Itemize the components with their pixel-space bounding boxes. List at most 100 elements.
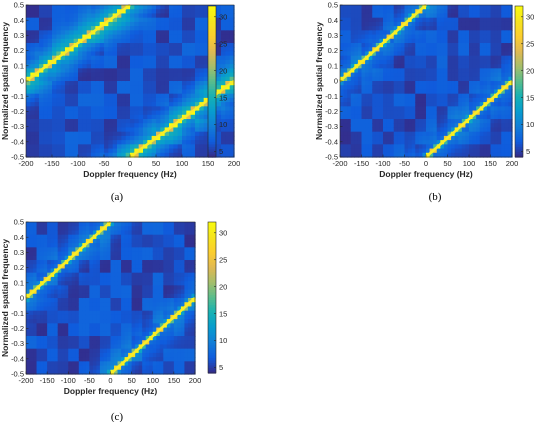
heatmap-cell — [490, 43, 495, 48]
heatmap-cell — [408, 43, 413, 48]
heatmap-cell — [465, 9, 470, 15]
heatmap-cell — [229, 89, 235, 95]
heatmap-cell — [340, 106, 345, 112]
heatmap-cell — [350, 59, 355, 65]
heatmap-cell — [78, 289, 83, 295]
heatmap-cell — [469, 144, 474, 150]
heatmap-cell — [216, 106, 222, 112]
heatmap-cell — [443, 43, 449, 48]
heatmap-cell — [47, 302, 52, 308]
heatmap-cell — [426, 13, 431, 19]
heatmap-cell — [160, 85, 166, 91]
heatmap-cell — [361, 47, 366, 53]
heatmap-cell — [149, 276, 154, 282]
heatmap-cell — [490, 110, 495, 116]
heatmap-cell — [138, 68, 144, 74]
heatmap-cell — [103, 251, 108, 257]
heatmap-cell — [164, 5, 170, 10]
heatmap-cell — [29, 327, 34, 333]
heatmap-cell — [490, 26, 495, 31]
heatmap-cell — [461, 55, 467, 61]
heatmap-cell — [130, 68, 135, 74]
heatmap-cell — [106, 276, 112, 282]
heatmap-cell — [156, 97, 161, 103]
heatmap-cell — [483, 110, 488, 116]
heatmap-cell — [501, 140, 506, 145]
heatmap-cell — [461, 123, 467, 129]
heatmap-cell — [483, 30, 488, 36]
heatmap-cell — [408, 9, 413, 15]
heatmap-cell — [479, 34, 484, 40]
heatmap-cell — [440, 152, 445, 158]
heatmap-cell — [221, 30, 226, 36]
heatmap-cell — [173, 72, 179, 78]
heatmap-cell — [173, 34, 179, 40]
heatmap-cell — [135, 260, 140, 265]
heatmap-cell — [99, 55, 105, 61]
heatmap-cell — [504, 119, 510, 124]
heatmap-cell — [134, 43, 140, 48]
heatmap-cell — [221, 21, 226, 27]
heatmap-cell — [106, 285, 112, 291]
heatmap-cell — [476, 21, 481, 27]
heatmap-cell — [426, 9, 431, 15]
heatmap-cell — [78, 272, 83, 278]
heatmap-cell — [85, 344, 90, 350]
heatmap-cell — [347, 97, 352, 103]
heatmap-cell — [149, 222, 154, 227]
heatmap-cell — [106, 302, 112, 308]
heatmap-cell — [483, 26, 488, 31]
heatmap-cell — [422, 72, 427, 78]
heatmap-cell — [52, 30, 57, 36]
colorbar-swatch — [515, 149, 523, 153]
heatmap-cell — [64, 222, 69, 227]
heatmap-cell — [138, 97, 144, 103]
heatmap-cell — [73, 38, 79, 44]
heatmap-cell — [65, 110, 70, 116]
heatmap-cell — [99, 123, 105, 129]
heatmap-cell — [61, 226, 66, 232]
heatmap-cell — [26, 144, 31, 150]
heatmap-cell — [30, 144, 36, 150]
heatmap-cell — [383, 144, 388, 150]
heatmap-cell — [169, 72, 174, 78]
heatmap-cell — [147, 102, 153, 107]
heatmap-cell — [110, 285, 115, 291]
heatmap-cell — [372, 34, 377, 40]
heatmap-cell — [138, 289, 143, 295]
heatmap-cell — [57, 327, 62, 333]
heatmap-cell — [440, 114, 445, 120]
heatmap-cell — [465, 102, 470, 107]
heatmap-cell — [91, 5, 96, 10]
heatmap-cell — [169, 55, 174, 61]
heatmap-cell — [375, 93, 381, 99]
heatmap-cell — [145, 327, 150, 333]
heatmap-cell — [47, 43, 53, 48]
heatmap-cell — [78, 310, 83, 316]
heatmap-cell — [164, 97, 170, 103]
heatmap-cell — [99, 127, 105, 133]
heatmap-cell — [82, 21, 88, 27]
colorbar-swatch — [208, 36, 216, 40]
heatmap-cell — [443, 89, 449, 95]
heatmap-cell — [350, 114, 355, 120]
heatmap-cell — [60, 68, 66, 74]
heatmap-cell — [92, 285, 98, 291]
heatmap-cell — [422, 106, 427, 112]
heatmap-cell — [182, 144, 187, 150]
heatmap-cell — [494, 72, 499, 78]
heatmap-cell — [221, 131, 226, 137]
heatmap-cell — [47, 76, 53, 82]
heatmap-cell — [69, 68, 75, 74]
heatmap-cell — [89, 348, 94, 354]
heatmap-cell — [461, 135, 467, 141]
heatmap-cell — [375, 89, 381, 95]
heatmap-cell — [497, 119, 502, 124]
heatmap-cell — [56, 114, 62, 120]
heatmap-cell — [143, 51, 148, 57]
heatmap-cell — [465, 5, 470, 10]
heatmap-cell — [483, 140, 488, 145]
heatmap-cell — [186, 76, 192, 82]
colorbar-swatch — [515, 61, 523, 65]
heatmap-cell — [164, 34, 170, 40]
